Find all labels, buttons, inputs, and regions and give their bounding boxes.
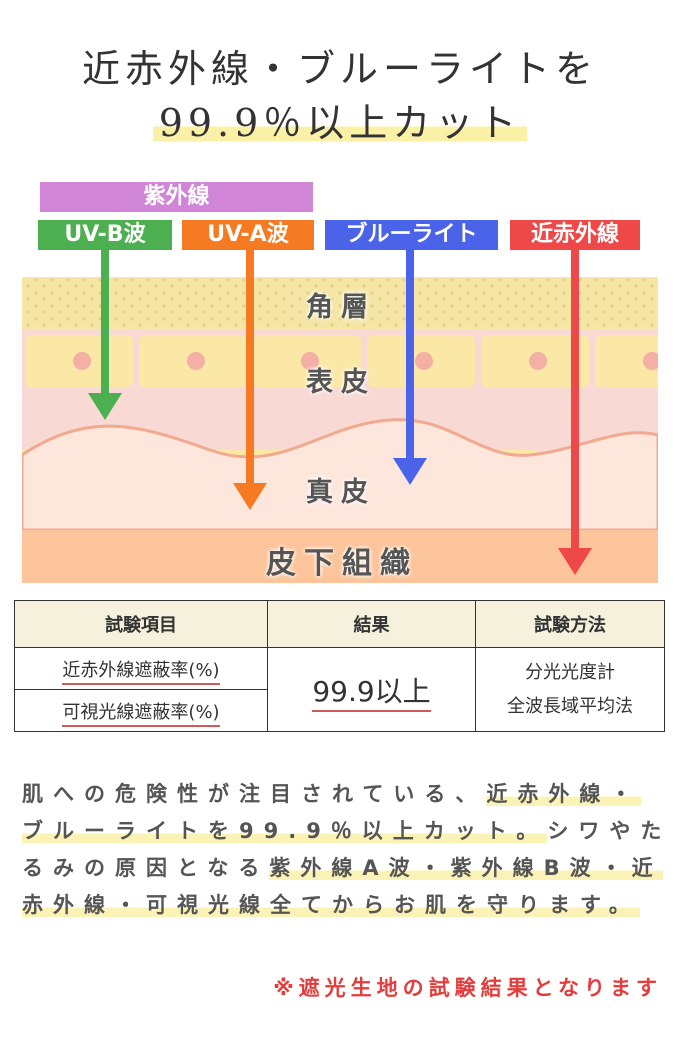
desc-part-3: シワやたるみの原因となる [22,819,672,880]
title-line-1: 近赤外線・ブルーライトを [81,47,598,91]
result-value: 99.9以上 [312,674,431,712]
bluelight-label: ブルーライト [325,220,498,250]
epidermis-cell [595,335,658,387]
uva-arrow [233,250,267,510]
test-note: ※遮光生地の試験結果となります [273,976,662,1000]
dermis [22,418,658,532]
header-test-item: 試験項目 [14,600,268,648]
method-line-2: 全波長域平均法 [507,695,633,717]
item-visible-light: 可視光線遮蔽率(%) [62,701,220,727]
uv-group-label: 紫外線 [40,182,313,212]
item-near-infrared: 近赤外線遮蔽率(%) [62,659,220,685]
cell-nucleus [187,352,205,370]
near-infrared-arrow [558,250,592,575]
uvb-label: UV-B波 [38,220,172,250]
cell-nucleus [529,352,547,370]
cell-nucleus [415,352,433,370]
stratum-corneum [22,277,658,330]
layer-corneum: 角層 [306,292,376,323]
epidermis-cell [659,450,680,502]
subcutaneous-tissue [22,530,658,583]
description: 肌への危険性が注目されている、近赤外線・ブルーライトを99.9％以上カット。シワ… [22,776,672,924]
skin-diagram [22,250,680,583]
test-results-table: 試験項目 結果 試験方法 近赤外線遮蔽率(%) 99.9以上 分光光度計全波長域… [14,600,665,732]
header-method: 試験方法 [475,600,665,648]
layer-dermis: 真皮 [306,477,376,508]
layer-subcutaneous: 皮下組織 [266,546,418,581]
cell-nucleus [73,352,91,370]
cell-nucleus [301,352,319,370]
near-infrared-label: 近赤外線 [510,220,640,250]
method-line-1: 分光光度計 [525,661,615,683]
layer-epidermis: 表皮 [306,367,376,398]
title-line-2: 99.9％以上カット [0,92,680,147]
uvb-arrow [88,250,122,420]
desc-part-1: 肌への危険性が注目されている、 [22,782,487,806]
uva-label: UV-A波 [182,220,314,250]
cell-nucleus [643,352,658,370]
bluelight-arrow [393,250,427,485]
header-result: 結果 [267,600,476,648]
title-highlight: 99.9％以上カット [152,101,528,145]
